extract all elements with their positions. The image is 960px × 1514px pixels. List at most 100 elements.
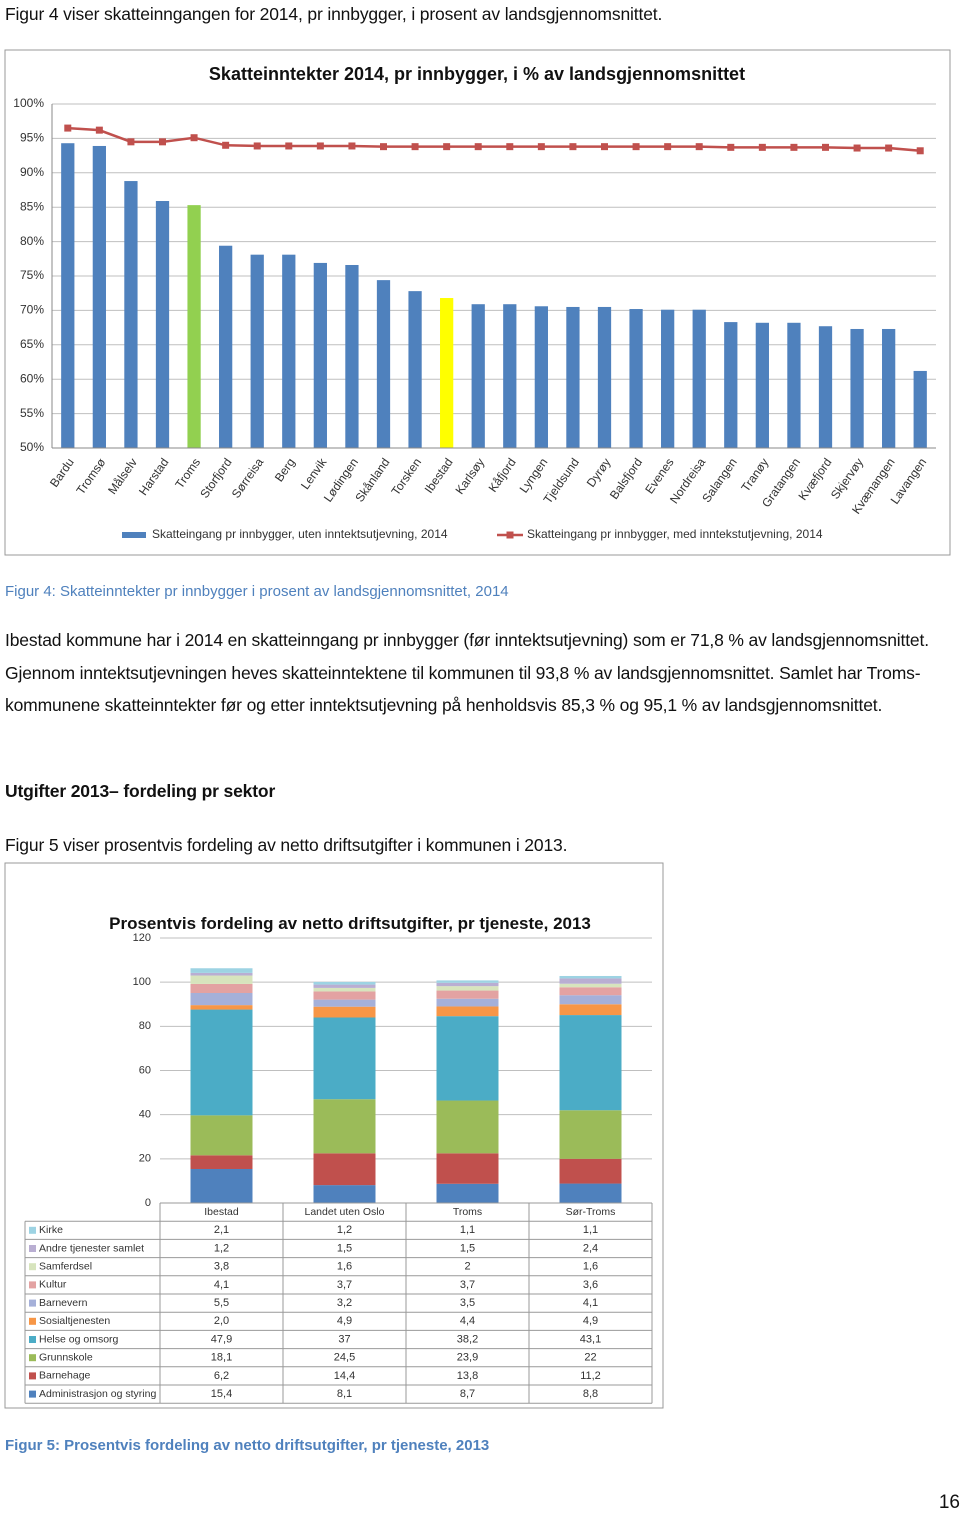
legend-label: Samferdsel [39,1260,92,1272]
table-value: 3,8 [214,1261,229,1273]
line-marker [285,142,293,150]
bar-segment [559,1004,622,1016]
bar-segment [190,1168,253,1203]
line-marker [159,138,166,146]
table-value: 43,1 [580,1333,601,1345]
bar [155,201,170,448]
legend-swatch [29,1390,36,1398]
y-tick-label: 70% [20,303,44,317]
table-value: 1,2 [214,1242,229,1254]
bar [629,309,643,448]
line-marker [253,142,261,150]
bar-segment [436,1100,499,1154]
bar-segment [436,1153,499,1184]
bar-segment [436,982,499,987]
table-value: 8,1 [337,1388,352,1400]
bar [818,326,833,448]
line [67,126,921,153]
bar [282,254,296,448]
table-value: 1,2 [337,1224,352,1236]
y-tick-label: 75% [20,268,44,282]
table-value: 1,1 [583,1224,598,1236]
line-marker [348,142,356,150]
bar-segment [313,1185,376,1203]
table-value: 3,7 [337,1279,352,1291]
paragraph: Figur 5 viser prosentvis fordeling av ne… [5,835,568,855]
legend-label: Grunnskole [39,1351,93,1363]
table-value: 37 [338,1333,350,1345]
page-number: 16 [938,1492,960,1513]
table-value: 2,4 [583,1242,598,1254]
bar [661,309,675,448]
table-value: 2 [464,1261,470,1273]
bar [913,370,927,448]
line-marker [127,138,135,146]
bar [471,304,485,448]
table-value: 1,1 [460,1224,475,1236]
bar-segment [190,983,253,993]
line-marker [537,143,545,151]
table-value: 18,1 [211,1352,232,1364]
legend-label: Barnehage [39,1370,91,1382]
y-tick-label: 80% [20,234,44,248]
y-tick-label: 65% [20,337,44,351]
bar-segment [436,998,499,1007]
bar [787,322,801,448]
legend-label: Administrasjon og styring [39,1388,156,1400]
bar [313,262,327,448]
legend-label: Kirke [39,1224,63,1236]
line-marker [758,143,766,151]
y-tick-label: 20 [139,1153,151,1165]
legend-label: Barnevern [39,1297,88,1309]
table-value: 1,5 [337,1242,352,1254]
line-marker [506,143,514,151]
bar-segment [436,1006,499,1017]
bar-segment [559,1015,622,1111]
bar-segment [559,995,622,1005]
table-value: 1,6 [337,1261,352,1273]
bar [376,280,391,448]
y-tick-label: 120 [133,932,151,944]
line-marker [64,124,72,132]
intro: Figur 4 viser skatteinngangen for 2014, … [5,4,663,24]
bar [250,254,264,448]
y-tick-label: 40 [139,1109,151,1121]
line-marker [632,143,640,151]
table-value: 3,2 [337,1297,352,1309]
legend-swatch [29,1226,36,1234]
chart-title: Skatteinntekter 2014, pr innbygger, i % … [209,64,745,84]
bar [92,145,106,448]
table-header: Ibestad [204,1206,239,1218]
bar-segment [559,1183,622,1203]
chart-title: Prosentvis fordeling av netto driftsutgi… [109,914,591,933]
bar-segment [313,999,376,1007]
bar [503,304,517,448]
line-marker [380,143,387,151]
bar-segment [436,1183,499,1203]
y-tick-label: 90% [20,165,44,179]
table-value: 4,9 [337,1315,352,1327]
table-value: 8,8 [583,1388,598,1400]
bar-segment [436,986,499,991]
bar-segment [313,1017,376,1100]
table-value: 3,6 [583,1279,598,1291]
line-marker [695,143,703,151]
table-header: Sør-Troms [566,1206,616,1218]
table-value: 3,5 [460,1297,475,1309]
line-marker [316,142,324,150]
bar-segment [313,984,376,988]
line-marker [822,143,829,151]
bar-segment [559,1110,622,1159]
line-marker [727,143,735,151]
y-tick-label: 100 [133,976,151,988]
y-tick-label: 55% [20,406,44,420]
table-value: 14,4 [334,1370,355,1382]
table-value: 4,4 [460,1315,475,1327]
legend-swatch [29,1372,36,1380]
bar-segment [190,1009,253,1116]
y-tick-label: 60 [139,1064,151,1076]
table-value: 6,2 [214,1370,229,1382]
table-value: 2,1 [214,1224,229,1236]
table-header: Troms [453,1206,482,1218]
bar-segment [190,975,253,984]
